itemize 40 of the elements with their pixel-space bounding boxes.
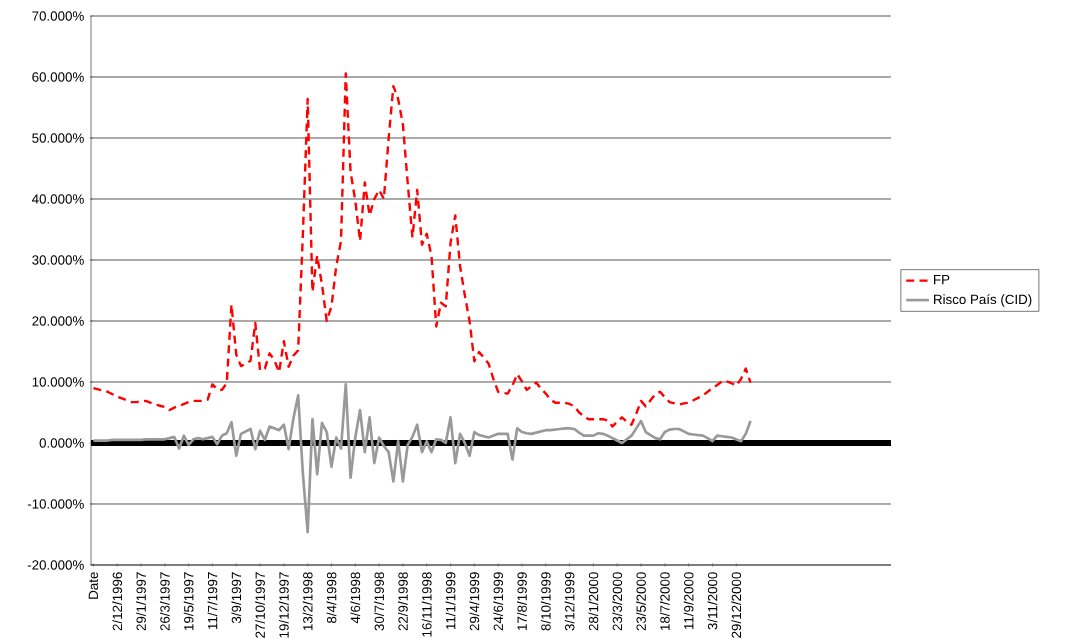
x-tick-label: 13/2/1998 (302, 572, 313, 630)
legend-label: FP (934, 274, 950, 285)
y-tick-label: 50.000% (32, 133, 84, 143)
x-tick-label: 3/12/1999 (564, 572, 575, 631)
x-tick-label: Date (88, 572, 99, 599)
x-tick-label: 26/3/1997 (159, 572, 170, 631)
x-tick-label: 18/7/2000 (659, 572, 670, 630)
x-tick-label: 27/10/1997 (255, 572, 265, 638)
y-tick-label: 20.000% (32, 316, 84, 326)
x-tick-label: 23/3/2000 (612, 572, 623, 631)
x-tick-label: 29/4/1999 (469, 572, 480, 631)
x-tick-label: 22/9/1998 (398, 572, 408, 631)
x-tick-label: 8/4/1998 (326, 572, 337, 624)
y-tick-label: 0.000% (39, 438, 84, 448)
x-tick-label: 3/11/2000 (707, 572, 718, 630)
x-tick-label: 24/6/1999 (493, 572, 504, 631)
x-tick-label: 3/9/1997 (231, 572, 242, 624)
x-tick-label: 28/1/2000 (588, 572, 599, 631)
x-tick-label: 2/12/1996 (112, 572, 123, 631)
y-tick-label: 70.000% (32, 11, 84, 21)
y-tick-label: -20.000% (27, 560, 84, 570)
x-tick-label: 29/12/2000 (731, 572, 742, 638)
x-tick-label: 17/8/1999 (517, 572, 527, 630)
y-tick-label: 60.000% (32, 72, 84, 82)
x-tick-label: 19/5/1997 (183, 572, 194, 630)
y-tick-label: 40.000% (31, 194, 84, 204)
x-tick-label: 29/1/1997 (136, 572, 146, 631)
x-tick-label: 19/12/1997 (278, 572, 289, 638)
x-tick-label: 11/7/1997 (207, 572, 218, 629)
x-tick-label: 8/10/1999 (540, 572, 551, 631)
legend-label: Risco País (CID) (934, 294, 1032, 307)
y-tick-label: 10.000% (32, 377, 84, 387)
x-tick-label: 23/5/2000 (636, 572, 646, 631)
y-tick-label: -10.000% (27, 499, 84, 509)
x-tick-label: 11/1/1999 (445, 572, 456, 629)
y-tick-label: 30.000% (32, 255, 84, 265)
x-tick-label: 4/6/1998 (350, 572, 361, 624)
x-tick-label: 11/9/2000 (683, 572, 694, 629)
x-tick-label: 30/7/1998 (374, 572, 384, 631)
x-tick-label: 16/11/1998 (421, 572, 432, 637)
